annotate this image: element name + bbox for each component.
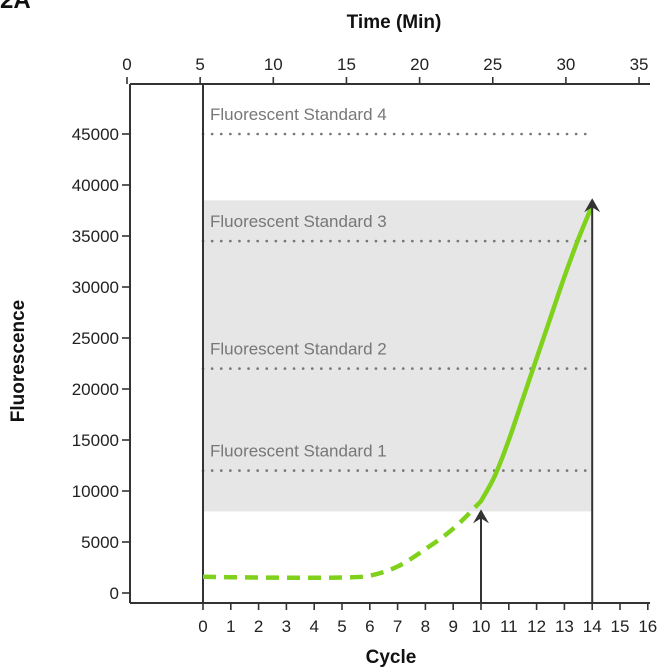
shaded-region: [203, 200, 593, 512]
y-tick-label: 5000: [81, 533, 119, 552]
top-axis-title: Time (Min): [347, 12, 442, 33]
arrow-head-1: [473, 509, 489, 524]
x-tick-label: 15: [611, 617, 630, 636]
top-tick-label: 15: [337, 55, 356, 74]
x-tick-label: 0: [198, 617, 207, 636]
x-tick-label: 14: [583, 617, 602, 636]
x-tick-label: 12: [527, 617, 546, 636]
y-tick-label: 10000: [72, 482, 119, 501]
x-tick-label: 8: [421, 617, 430, 636]
y-axis-title: Fluorescence: [8, 300, 29, 423]
y-tick-label: 0: [110, 584, 119, 603]
x-tick-label: 9: [448, 617, 457, 636]
y-tick-label: 45000: [72, 125, 119, 144]
x-tick-label: 13: [555, 617, 574, 636]
top-tick-label: 5: [195, 55, 204, 74]
x-tick-label: 5: [337, 617, 346, 636]
x-tick-label: 7: [393, 617, 402, 636]
x-axis-title: Cycle: [366, 647, 417, 668]
y-tick-label: 35000: [72, 227, 119, 246]
top-tick-label: 35: [630, 55, 649, 74]
series-solid-segment: [478, 203, 595, 504]
y-tick-label: 30000: [72, 278, 119, 297]
x-tick-label: 1: [226, 617, 235, 636]
standard-label-1: Fluorescent Standard 1: [210, 442, 387, 461]
y-tick-label: 20000: [72, 380, 119, 399]
x-tick-label: 11: [500, 617, 518, 636]
arrow-head-2: [584, 198, 601, 213]
x-tick-label: 4: [309, 617, 318, 636]
y-tick-label: 25000: [72, 329, 119, 348]
top-tick-label: 20: [410, 55, 429, 74]
x-tick-label: 6: [365, 617, 374, 636]
top-tick-label: 30: [556, 55, 575, 74]
x-tick-label: 2: [254, 617, 263, 636]
x-tick-label: 16: [638, 617, 657, 636]
top-tick-label: 10: [264, 55, 283, 74]
y-tick-label: 40000: [72, 176, 119, 195]
standard-label-3: Fluorescent Standard 3: [210, 212, 387, 231]
y-tick-label: 15000: [72, 431, 119, 450]
top-tick-label: 25: [483, 55, 502, 74]
x-tick-label: 10: [472, 617, 491, 636]
x-tick-label: 3: [282, 617, 291, 636]
standard-label-4: Fluorescent Standard 4: [210, 105, 387, 124]
top-tick-label: 0: [122, 55, 131, 74]
panel-label: 2A: [0, 0, 31, 14]
standard-label-2: Fluorescent Standard 2: [210, 340, 387, 359]
series-dashed-segment: [202, 499, 483, 580]
